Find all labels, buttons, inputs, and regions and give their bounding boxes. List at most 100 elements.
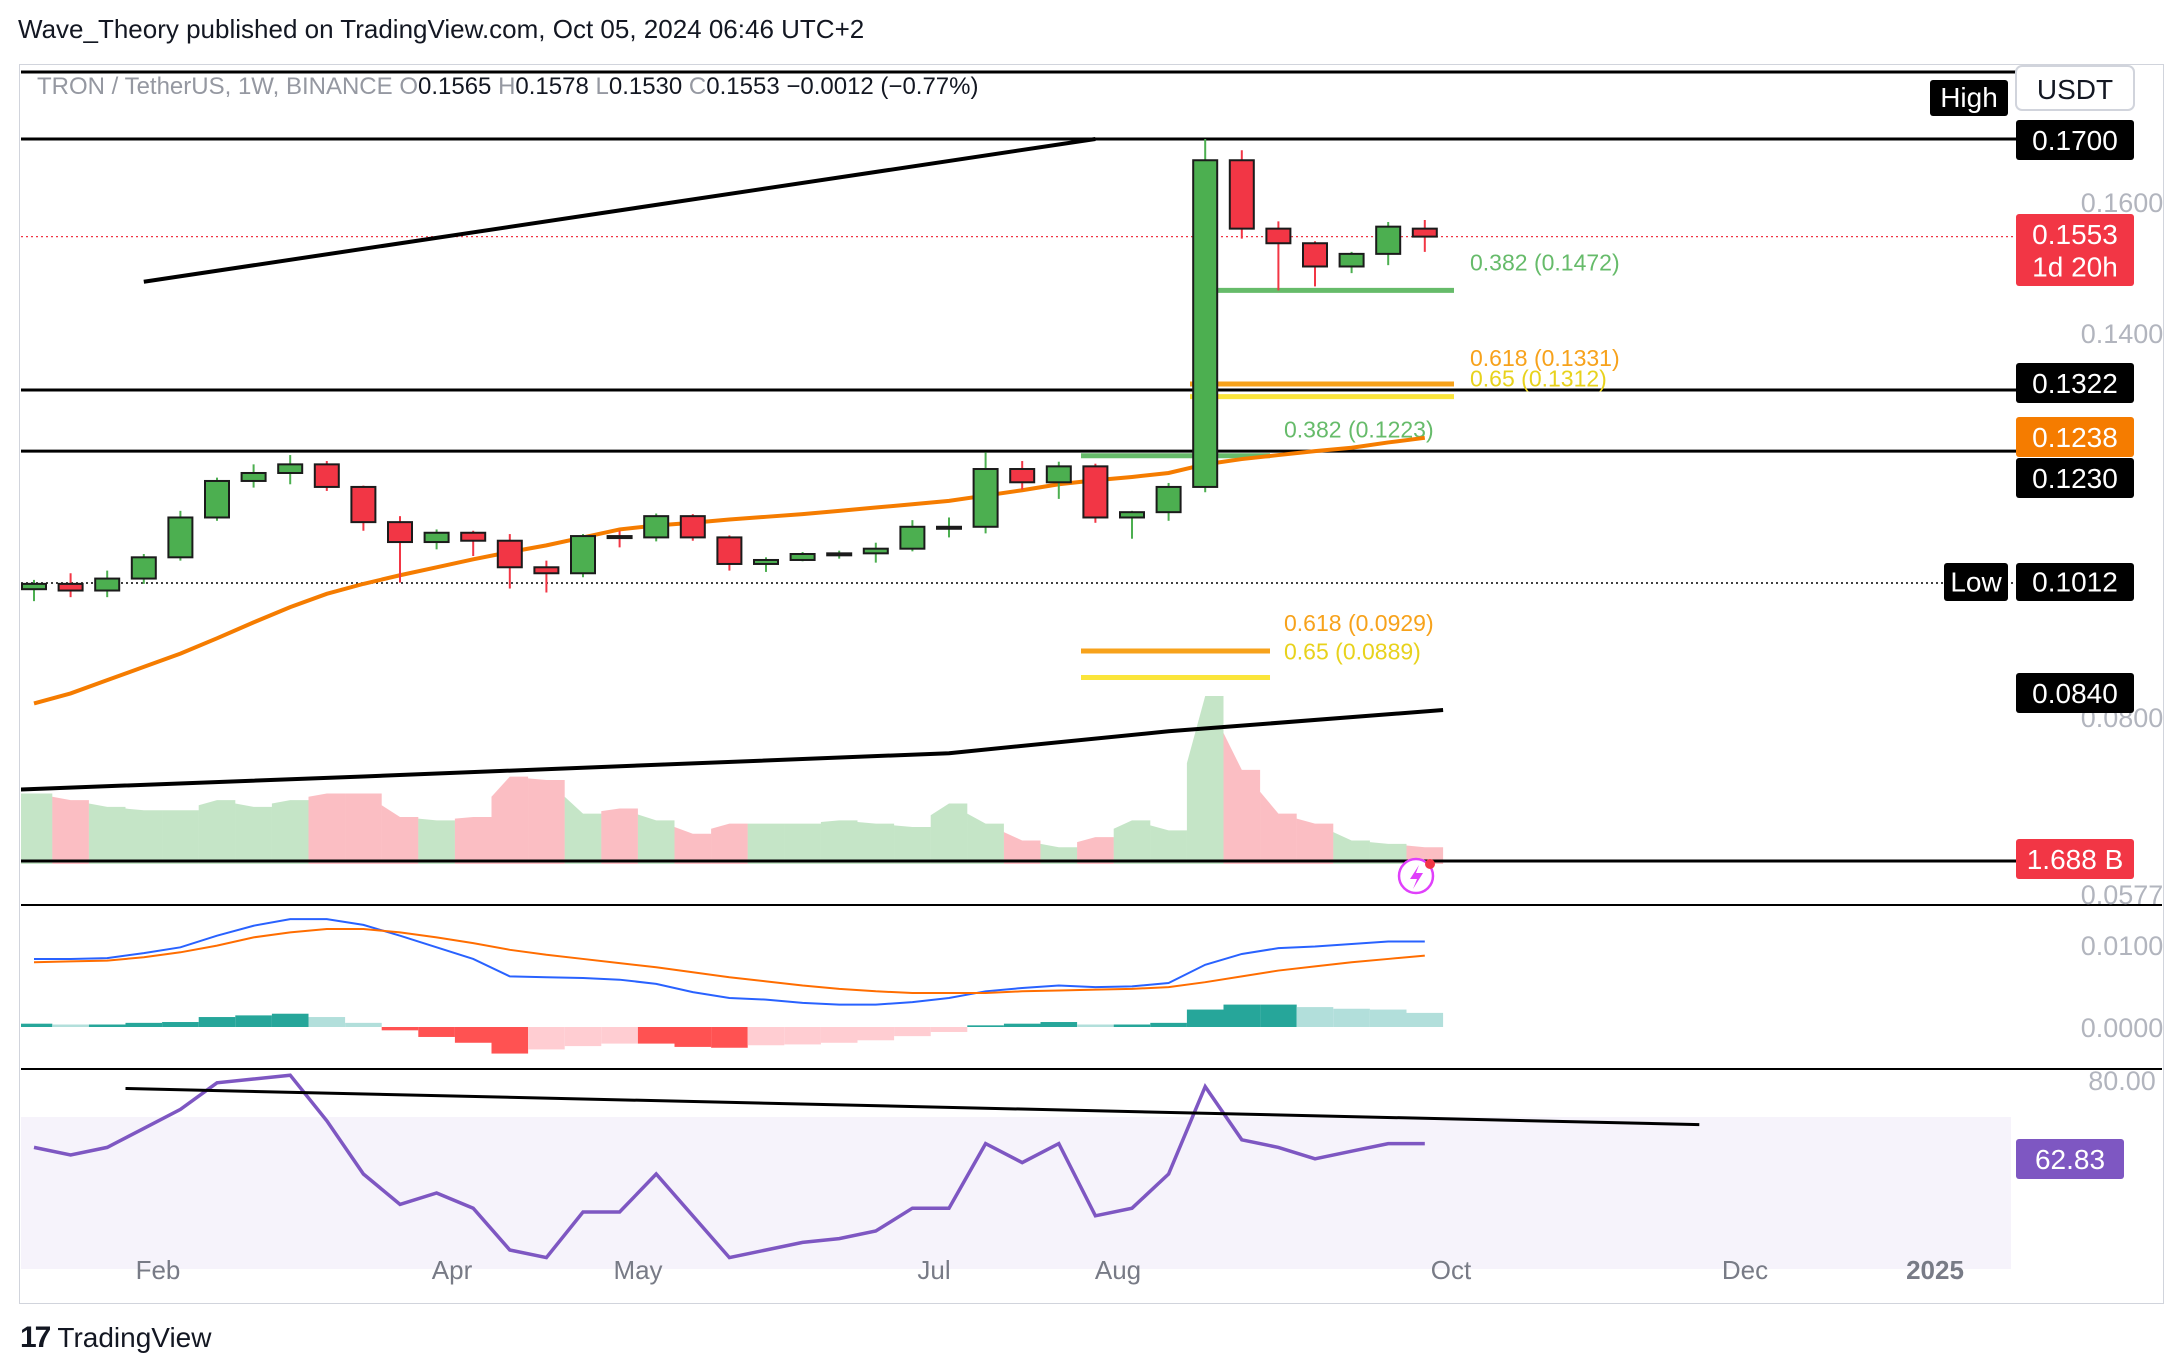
time-axis-label: May — [613, 1255, 662, 1285]
candle-body — [277, 463, 304, 474]
volume-area — [1113, 820, 1151, 864]
countdown-tag: 1d 20h — [2032, 252, 2118, 283]
rsi-pane — [21, 1073, 2011, 1269]
low-tag-bg — [1944, 563, 2008, 601]
time-axis-label: Feb — [136, 1255, 181, 1285]
volume-area — [637, 814, 675, 864]
legend-l-label: L — [595, 73, 608, 100]
tradingview-brand: TradingView — [57, 1322, 212, 1353]
tradingview-footer: 17 TradingView — [20, 1318, 211, 1358]
candle-body — [679, 515, 706, 539]
rsi-trendline — [125, 1087, 1700, 1127]
candle-body — [460, 531, 487, 542]
macd-histogram-bar — [857, 1027, 895, 1041]
macd-histogram-bar — [198, 1017, 236, 1027]
signal-line — [33, 928, 1425, 994]
trendline-tag: 0.0840 — [2032, 678, 2118, 709]
volume-tag-bg — [2016, 839, 2134, 879]
candle-body — [94, 577, 121, 592]
volume-area — [88, 803, 126, 864]
fib-level-label: 0.618 (0.1331) — [1470, 345, 1620, 371]
macd-histogram-bar — [308, 1017, 346, 1027]
volume-area — [784, 823, 821, 864]
volume-area — [894, 825, 931, 864]
volume-area — [967, 813, 1004, 864]
symbol-legend: TRON / TetherUS, 1W, BINANCE O0.1565 H0.… — [37, 73, 978, 100]
volume-area — [198, 800, 236, 864]
macd-histogram-bar — [271, 1013, 309, 1027]
candle-body — [1045, 465, 1072, 484]
macd-histogram-bar — [528, 1027, 565, 1050]
price-axis: 0.16000.14000.08000.05770.01000.000080.0… — [1930, 65, 2164, 1179]
volume-area — [162, 810, 199, 864]
countdown-tag-bg — [2016, 248, 2134, 286]
rsi-line — [33, 1073, 1425, 1260]
low-tag: Low — [1950, 567, 2002, 598]
candle-body — [423, 531, 450, 544]
volume-area — [491, 776, 529, 864]
level-tag: 0.1230 — [2032, 463, 2118, 494]
volume-tag: 1.688 B — [2027, 844, 2124, 875]
legend-o-label: O — [399, 73, 418, 100]
fib-level-label: 0.382 (0.1472) — [1470, 249, 1620, 275]
macd-histogram-bar — [1333, 1008, 1370, 1027]
candle-body — [1302, 242, 1328, 268]
fib-level-label: 0.65 (0.1312) — [1470, 366, 1607, 392]
upper-trendline — [143, 137, 1096, 284]
candle-body — [130, 556, 157, 580]
rsi-tag-bg — [2016, 1139, 2124, 1179]
volume-pane — [21, 696, 1444, 864]
symbol-legend-text: TRON / TetherUS, 1W, BINANCE O0.1565 H0.… — [37, 73, 978, 100]
macd-axis-tick: 0.0100 — [2081, 931, 2164, 961]
time-axis-label: Jul — [917, 1255, 950, 1285]
time-axis: Feb Apr May Jul Aug Oct Dec 2025 — [136, 1255, 1964, 1285]
macd-histogram-bar — [1186, 1009, 1224, 1027]
macd-histogram-bar — [125, 1022, 163, 1027]
macd-histogram-bar — [1406, 1012, 1444, 1027]
rsi-tag: 62.83 — [2035, 1144, 2105, 1175]
price-axis-tick: 0.1400 — [2081, 319, 2164, 349]
legend-c-label: C — [689, 73, 706, 100]
candle-body — [936, 525, 962, 530]
current-price-tag: 0.1553 — [2032, 219, 2118, 250]
candle-body — [1338, 252, 1365, 268]
candle-body — [240, 471, 267, 482]
macd-axis-tick: 0.0000 — [2081, 1013, 2164, 1043]
macd-histogram-bar — [1223, 1004, 1261, 1027]
candle-body — [57, 582, 84, 592]
volume-area — [1003, 832, 1041, 864]
macd-histogram-bar — [674, 1027, 712, 1047]
macd-histogram-bar — [894, 1027, 931, 1037]
volume-area — [528, 778, 565, 864]
macd-histogram-bar — [967, 1025, 1004, 1027]
volume-area — [271, 800, 309, 864]
macd-histogram-bar — [88, 1024, 126, 1027]
volume-area — [930, 803, 968, 864]
macd-histogram-bar — [345, 1022, 382, 1027]
candle-body — [1411, 227, 1438, 238]
candle-body — [899, 525, 926, 550]
candle-body — [21, 582, 47, 591]
candle-body — [350, 485, 377, 524]
fib-level-label: 0.65 (0.0889) — [1284, 639, 1421, 665]
macd-histogram-bar — [52, 1024, 89, 1027]
legend-l-value: 0.1530 — [609, 73, 689, 100]
currency-label-border — [2015, 65, 2135, 111]
legend-o-value: 0.1565 — [418, 73, 498, 100]
candle-body — [753, 558, 779, 565]
volume-area — [1369, 842, 1407, 864]
price-levels: 0.382 (0.1472) 0.618 (0.1331)0.65 (0.1312… — [21, 70, 2030, 863]
macd-histogram-bar — [1260, 1004, 1297, 1027]
lightning-bolt-icon — [1410, 865, 1423, 889]
trendline-tag-bg — [2016, 673, 2134, 713]
rsi-band — [21, 1117, 2011, 1269]
macd-histogram-bar — [1077, 1024, 1114, 1027]
legend-c-value: 0.1553 — [706, 73, 786, 100]
macd-histogram-bar — [1150, 1022, 1187, 1027]
legend-h-value: 0.1578 — [515, 73, 595, 100]
candle-body — [1082, 465, 1109, 519]
volume-area — [564, 796, 602, 864]
volume-area — [1077, 837, 1114, 864]
legend-h-label: H — [498, 73, 515, 100]
